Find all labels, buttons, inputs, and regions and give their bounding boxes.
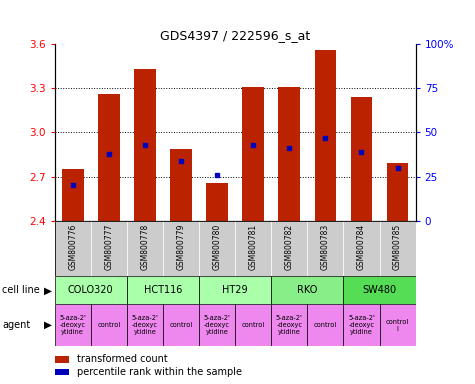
Bar: [343, 221, 380, 276]
Text: HCT116: HCT116: [144, 285, 182, 295]
Text: 5-aza-2'
-deoxyc
ytidine: 5-aza-2' -deoxyc ytidine: [132, 315, 158, 335]
Bar: [170, 149, 192, 221]
Bar: [91, 221, 127, 276]
Bar: [55, 369, 69, 376]
Text: control: control: [242, 322, 265, 328]
Bar: [55, 276, 127, 304]
Text: 5-aza-2'
-deoxyc
ytidine: 5-aza-2' -deoxyc ytidine: [204, 315, 230, 335]
Bar: [380, 221, 416, 276]
Bar: [55, 304, 91, 346]
Bar: [127, 276, 199, 304]
Text: control: control: [97, 322, 120, 328]
Text: GSM800778: GSM800778: [141, 223, 149, 270]
Text: GSM800776: GSM800776: [68, 223, 77, 270]
Bar: [199, 276, 271, 304]
Text: 5-aza-2'
-deoxyc
ytidine: 5-aza-2' -deoxyc ytidine: [276, 315, 303, 335]
Bar: [380, 304, 416, 346]
Text: ▶: ▶: [44, 320, 52, 330]
Text: cell line: cell line: [2, 285, 40, 295]
Bar: [242, 87, 264, 221]
Text: GSM800780: GSM800780: [213, 223, 221, 270]
Bar: [351, 97, 372, 221]
Bar: [98, 94, 120, 221]
Bar: [163, 221, 199, 276]
Bar: [199, 221, 235, 276]
Bar: [127, 304, 163, 346]
Text: HT29: HT29: [222, 285, 248, 295]
Text: COLO320: COLO320: [68, 285, 114, 295]
Text: GSM800779: GSM800779: [177, 223, 185, 270]
Bar: [314, 50, 336, 221]
Text: 5-aza-2'
-deoxyc
ytidine: 5-aza-2' -deoxyc ytidine: [59, 315, 86, 335]
Text: control
l: control l: [386, 319, 409, 332]
Text: GSM800783: GSM800783: [321, 223, 330, 270]
Bar: [278, 87, 300, 221]
Title: GDS4397 / 222596_s_at: GDS4397 / 222596_s_at: [160, 28, 310, 41]
Text: GSM800785: GSM800785: [393, 223, 402, 270]
Bar: [271, 221, 307, 276]
Text: percentile rank within the sample: percentile rank within the sample: [77, 367, 242, 377]
Text: ▶: ▶: [44, 285, 52, 295]
Bar: [91, 304, 127, 346]
Bar: [387, 164, 408, 221]
Bar: [62, 169, 84, 221]
Text: transformed count: transformed count: [77, 354, 168, 364]
Bar: [271, 304, 307, 346]
Text: agent: agent: [2, 320, 30, 330]
Text: GSM800784: GSM800784: [357, 223, 366, 270]
Bar: [271, 276, 343, 304]
Text: 5-aza-2'
-deoxyc
ytidine: 5-aza-2' -deoxyc ytidine: [348, 315, 375, 335]
Bar: [199, 304, 235, 346]
Text: GSM800777: GSM800777: [104, 223, 113, 270]
Bar: [307, 304, 343, 346]
Text: control: control: [170, 322, 192, 328]
Bar: [307, 221, 343, 276]
Bar: [343, 276, 416, 304]
Text: GSM800782: GSM800782: [285, 223, 294, 270]
Text: SW480: SW480: [362, 285, 397, 295]
Bar: [235, 221, 271, 276]
Bar: [55, 221, 91, 276]
Bar: [55, 356, 69, 362]
Bar: [163, 304, 199, 346]
Bar: [134, 69, 156, 221]
Bar: [206, 182, 228, 221]
Bar: [343, 304, 380, 346]
Bar: [235, 304, 271, 346]
Text: control: control: [314, 322, 337, 328]
Text: RKO: RKO: [297, 285, 317, 295]
Bar: [127, 221, 163, 276]
Text: GSM800781: GSM800781: [249, 223, 257, 270]
